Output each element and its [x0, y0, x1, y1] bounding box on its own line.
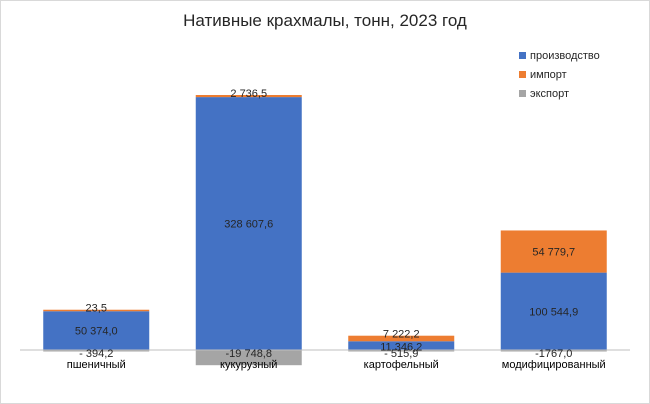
- category-labels-group: пшеничный кукурузный картофельный модифицир…: [67, 359, 606, 371]
- bar-import-2: [195, 95, 302, 98]
- data-label-import-4: 54 779,7: [532, 247, 575, 259]
- data-label-import-1: 23,5: [86, 303, 107, 315]
- legend-swatch-import: [519, 71, 526, 78]
- bar-import-4: [500, 230, 607, 273]
- chart-title: Нативные крахмалы, тонн, 2023 год: [183, 11, 467, 30]
- category-label-2: кукурузный: [220, 359, 277, 371]
- legend-swatch-export: [519, 90, 526, 97]
- bar-import-1: [43, 309, 150, 312]
- bar-production-2: [195, 97, 302, 350]
- data-label-import-2: 2 736,5: [230, 88, 267, 100]
- legend-swatch-production: [519, 52, 526, 59]
- data-label-production-2: 328 607,6: [224, 219, 273, 231]
- category-label-1: пшеничный: [67, 359, 126, 371]
- category-label-3: картофельный: [364, 359, 439, 371]
- bar-export-1: [43, 350, 150, 352]
- bar-export-2: [195, 350, 302, 366]
- data-label-production-1: 50 374,0: [75, 326, 118, 338]
- bar-production-4: [500, 272, 607, 350]
- bar-export-4: [500, 350, 607, 352]
- data-labels-group: 50 374,0 23,5 - 394,2 328 607,6 2 736,5 -19 7…: [75, 88, 578, 360]
- legend-label-production: производство: [530, 50, 600, 62]
- bars-group: [43, 95, 607, 366]
- bar-export-3: [348, 350, 455, 352]
- bar-import-3: [348, 335, 455, 342]
- legend-label-export: экспорт: [530, 88, 569, 100]
- data-label-import-3: 7 222,2: [383, 329, 420, 341]
- category-label-4: модифицированный: [502, 359, 606, 371]
- data-label-export-3: - 515,9: [384, 348, 418, 360]
- legend: производство импорт экспорт: [519, 50, 600, 100]
- bar-production-3: [348, 341, 455, 350]
- data-label-export-1: - 394,2: [79, 348, 113, 360]
- data-label-production-3: 11 346,2: [380, 341, 422, 353]
- legend-label-import: импорт: [530, 69, 567, 81]
- data-label-export-2: -19 748,8: [226, 348, 272, 360]
- bar-production-1: [43, 311, 150, 350]
- data-label-export-4: -1767,0: [535, 348, 572, 360]
- data-label-production-4: 100 544,9: [529, 306, 578, 318]
